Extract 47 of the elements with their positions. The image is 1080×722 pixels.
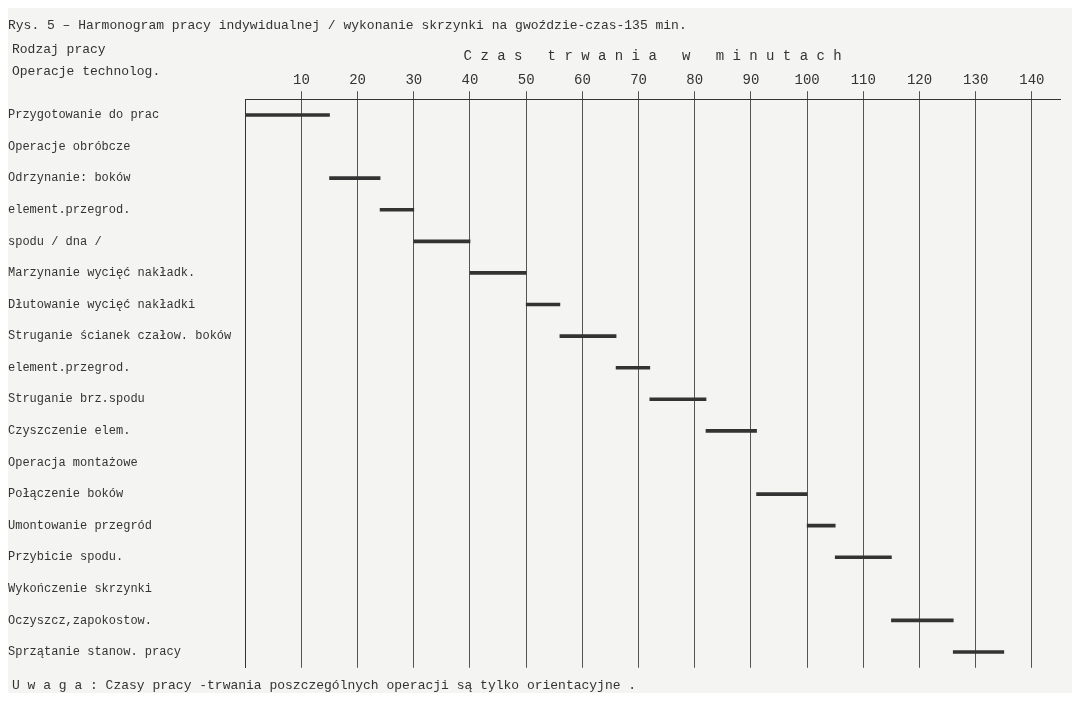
bar [649, 397, 707, 402]
x-tick-label: 40 [461, 71, 479, 88]
y-tick-label: Marzynanie wycięć nakładk. [8, 266, 196, 281]
x-axis-title: C z a s t r w a n i a w m i n u t a c h [463, 47, 842, 64]
x-tick-label: 50 [517, 71, 535, 88]
x-tick-label: 60 [573, 71, 591, 88]
y-tick-label: Przygotowanie do prac [8, 108, 160, 123]
y-tick-label: Oczyszcz,zapokostow. [8, 613, 153, 628]
y-tick-label: Umontowanie przegród [8, 518, 153, 533]
bar [705, 429, 757, 433]
bar [952, 650, 1005, 654]
x-tick-label: 100 [794, 71, 820, 88]
y-tick-label: spodu / dna / [8, 234, 102, 249]
bar [379, 207, 415, 212]
x-tick-label: 70 [630, 71, 647, 88]
x-tick-label: 80 [686, 71, 704, 88]
x-tick-label: 120 [906, 71, 933, 88]
bar [559, 334, 617, 338]
y-tick-label: Operacje obróbcze [8, 139, 131, 154]
bar [469, 271, 527, 275]
y-tick-label: element.przegrod. [8, 360, 131, 375]
text: U w a g a : Czasy pracy -trwania poszczególnych operacji są tylko orientacyjne . [11, 678, 638, 693]
bar [245, 113, 330, 117]
y-tick-label: Połączenie boków [8, 487, 125, 502]
y-tick-label: Dłutowanie wycięć nakładki [8, 297, 196, 312]
x-tick-label: 140 [1019, 71, 1045, 88]
y-tick-label: Czyszczenie elem. [8, 424, 131, 439]
chart-title: Rys. 5 – Harmonogram pracy indywidualnej / wykonanie skrzynki na gwoździe-czas-135 min. [8, 18, 687, 34]
x-tick-label: 90 [742, 71, 760, 88]
y-tick-label: Odrzynanie: boków [8, 171, 132, 186]
x-tick-label: 30 [405, 71, 423, 88]
x-tick-label: 20 [349, 71, 367, 88]
x-tick-label: 130 [963, 71, 989, 88]
bar [329, 176, 381, 180]
bar [834, 555, 892, 560]
y-tick-label: Przybicie spodu. [8, 550, 124, 565]
bar [756, 492, 808, 496]
x-tick-label: 10 [293, 71, 310, 88]
y-tick-label: Struganie brz.spodu [8, 392, 145, 407]
y-tick-label: Wykończenie skrzynki [8, 582, 153, 596]
y-tick-label: element.przegrod. [8, 202, 131, 217]
y-axis-title: Rodzaj pracy Operacje technolog. [12, 41, 161, 79]
bar [615, 365, 651, 370]
x-tick-label: 110 [850, 71, 876, 88]
y-tick-label: Sprzątanie stanow. pracy [8, 645, 181, 660]
y-tick-label: Operacja montażowe [8, 455, 138, 470]
y-tick-label: Struganie ścianek czałow. boków [8, 329, 233, 344]
